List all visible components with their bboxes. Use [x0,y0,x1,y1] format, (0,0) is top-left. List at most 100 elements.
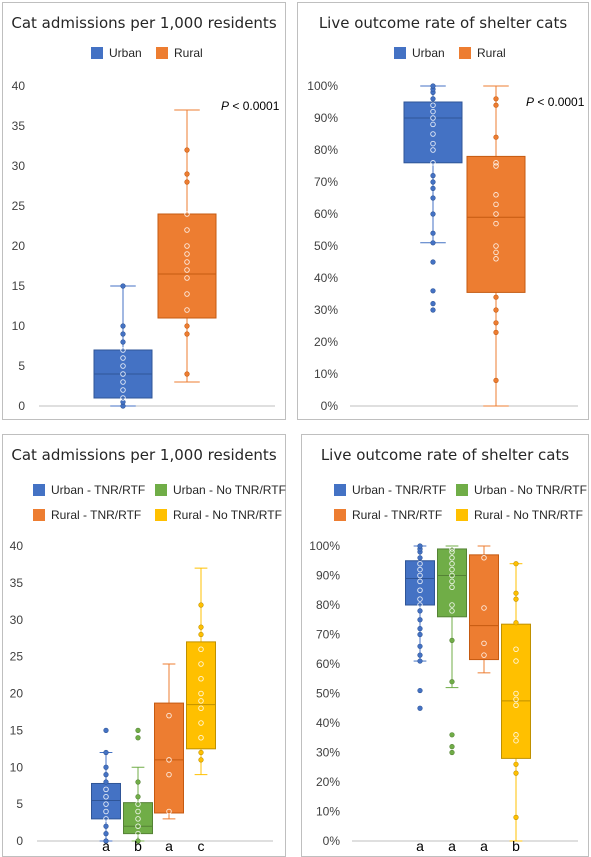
chart-panel-2: Live outcome rate of shelter cats Urban … [297,2,589,420]
box [437,548,467,618]
data-point [449,679,455,685]
data-point [417,543,423,549]
data-point [103,801,109,807]
group-label: a [416,838,424,854]
data-point [430,108,436,115]
data-point [184,179,190,185]
data-point [481,640,487,647]
data-point [184,267,190,273]
data-point [166,757,172,763]
y-tick-label: 40 [10,539,24,553]
group-label: a [102,838,110,854]
data-point [120,331,126,337]
data-point [184,291,190,297]
y-tick-label: 90% [316,569,340,583]
y-tick-label: 20% [316,775,340,789]
data-point [449,732,455,738]
data-point [184,323,190,329]
data-point [184,227,190,233]
data-point [513,596,519,602]
data-point [513,761,519,767]
data-point [430,131,436,137]
data-point [103,727,109,733]
data-point [430,115,436,121]
legend-swatch [33,509,45,521]
data-point [430,240,436,246]
legend-item-rural-no-tnr: Rural - No TNR/RTF [155,508,282,522]
data-point [184,371,190,377]
group-label: a [165,838,173,854]
chart-panel-1: Cat admissions per 1,000 residents Urban… [2,2,286,420]
box [403,101,463,164]
data-point [184,307,190,313]
data-point [198,675,204,682]
data-point [120,395,126,401]
data-point [103,786,109,793]
y-tick-label: 10 [12,319,26,333]
data-point [493,320,499,326]
chart-title: Live outcome rate of shelter cats [320,446,570,464]
chart-title: Cat admissions per 1,000 residents [11,446,277,464]
y-tick-label: 70% [314,175,338,189]
data-point [198,720,204,726]
data-point [513,696,519,703]
data-point [430,185,436,191]
data-point [513,732,519,738]
data-point [493,192,499,198]
y-tick-label: 0% [321,399,339,413]
y-tick-label: 90% [314,111,338,125]
data-point [198,749,204,756]
data-point [135,823,141,830]
group-label: a [480,838,488,854]
data-point [449,549,455,555]
y-tick-label: 80% [314,143,338,157]
data-point [135,838,141,844]
box [466,155,526,293]
data-point [430,96,436,102]
data-point [120,323,126,329]
data-point [417,631,423,638]
data-point [198,698,204,704]
data-point [417,705,423,711]
data-point [198,624,204,630]
data-point [184,259,190,265]
data-point [184,211,190,217]
y-tick-label: 100% [309,539,340,553]
data-point [417,587,423,593]
data-point [430,147,436,153]
y-tick-label: 5 [18,359,25,373]
data-point [493,96,499,102]
data-point [166,712,172,719]
data-point [103,823,109,829]
data-point [417,596,423,602]
legend-item-rural: Rural [156,46,203,60]
data-point [198,690,204,697]
data-point [493,201,499,208]
box [186,641,216,750]
data-point [449,560,455,567]
y-tick-label: 100% [307,79,338,93]
data-point [198,705,204,712]
y-tick-label: 20% [314,335,338,349]
y-tick-label: 60% [316,657,340,671]
data-point [449,602,455,608]
y-tick-label: 0 [16,834,23,848]
data-point [493,220,499,227]
data-point [198,757,204,763]
data-point [184,171,190,177]
data-point [430,301,436,307]
data-point [430,259,436,265]
y-tick-label: 5 [16,797,23,811]
y-tick-label: 0 [18,399,25,413]
data-point [493,243,499,249]
legend-swatch [91,47,103,59]
legend-swatch [456,509,468,521]
data-point [430,195,436,201]
legend-item-urban-no-tnr: Urban - No TNR/RTF [155,483,286,497]
data-point [103,808,109,815]
data-point [449,749,455,756]
y-tick-label: 40% [316,716,340,730]
data-point [513,737,519,744]
data-point [135,779,141,785]
group-label: b [512,838,520,854]
